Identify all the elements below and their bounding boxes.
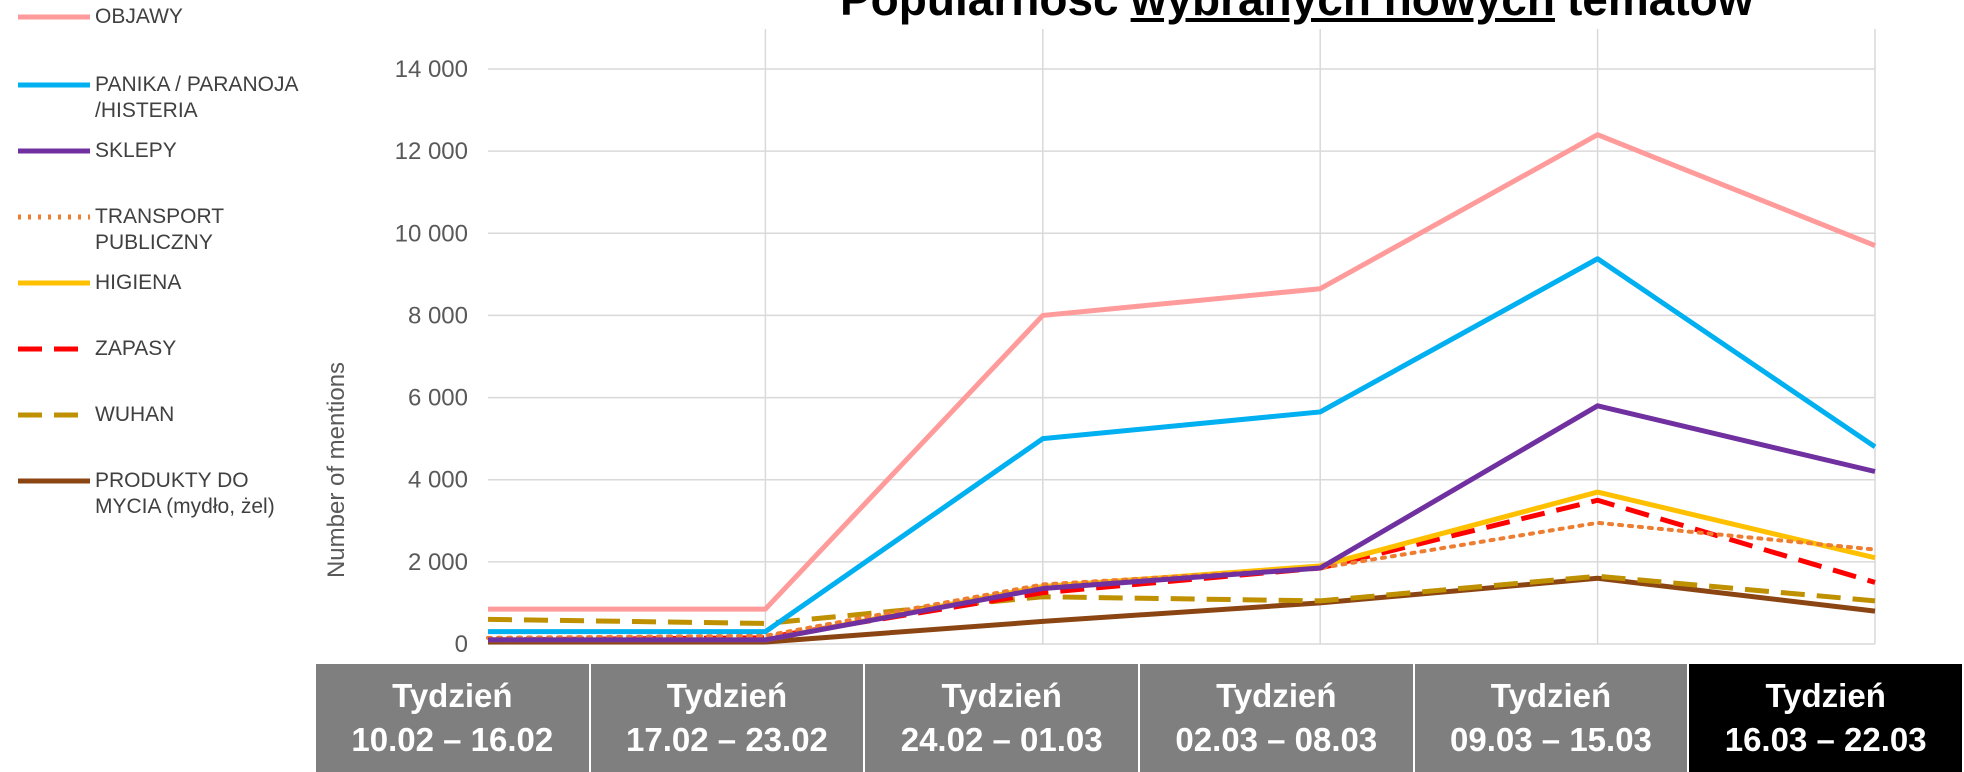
- title-part: tematów: [1567, 0, 1754, 25]
- legend-label: OBJAWY: [95, 5, 183, 28]
- legend-label: WUHAN: [95, 403, 175, 426]
- x-category-label: Tydzień 02.03 – 08.03: [1140, 664, 1415, 772]
- y-tick-label: 14 000: [395, 56, 468, 83]
- x-category-label: Tydzień 16.03 – 22.03: [1689, 664, 1964, 772]
- y-tick-label: 10 000: [395, 220, 468, 247]
- legend-swatch: [18, 346, 90, 352]
- x-category-label: Tydzień 24.02 – 01.03: [865, 664, 1140, 772]
- series-line: [488, 256, 1877, 635]
- legend-label: ZAPASY: [95, 337, 177, 360]
- chart-title: Popularność wybranych nowych tematów: [840, 0, 1766, 26]
- y-tick-label: 2 000: [408, 549, 468, 576]
- y-tick-label: 6 000: [408, 385, 468, 412]
- legend-swatch: [18, 14, 90, 20]
- legend-swatch: [18, 148, 90, 154]
- legend-label: HIGIENA: [95, 271, 182, 294]
- series-line: [488, 403, 1876, 643]
- x-category-label: Tydzień 17.02 – 23.02: [590, 664, 866, 772]
- legend-swatch: [18, 82, 90, 88]
- title-part: Popularność: [840, 0, 1119, 25]
- legend-swatch: [18, 478, 90, 484]
- y-tick-label: 4 000: [408, 467, 468, 494]
- legend-swatch: [18, 280, 90, 286]
- legend-label: SKLEPY: [95, 139, 177, 162]
- legend-label: PANIKA / PARANOJA /HISTERIA: [95, 73, 299, 122]
- y-tick-label: 8 000: [408, 302, 468, 329]
- series-line: [488, 489, 1876, 643]
- series-line: [488, 132, 1876, 612]
- legend-label: TRANSPORT PUBLICZNY: [95, 205, 225, 254]
- x-category-label: Tydzień 10.02 – 16.02: [316, 664, 591, 772]
- y-tick-label: 0: [455, 631, 468, 658]
- legend-swatch: [18, 214, 90, 220]
- x-category-label: Tydzień 09.03 – 15.03: [1414, 664, 1690, 772]
- legend-swatch: [18, 412, 90, 418]
- title-part: wybranych nowych: [1131, 0, 1555, 25]
- series-line: [487, 497, 1876, 643]
- y-tick-label: 12 000: [395, 138, 468, 165]
- series-line: [487, 573, 1876, 626]
- y-axis-label: Number of mentions: [323, 362, 350, 578]
- legend-label: PRODUKTY DO MYCIA (mydło, żel): [95, 469, 275, 518]
